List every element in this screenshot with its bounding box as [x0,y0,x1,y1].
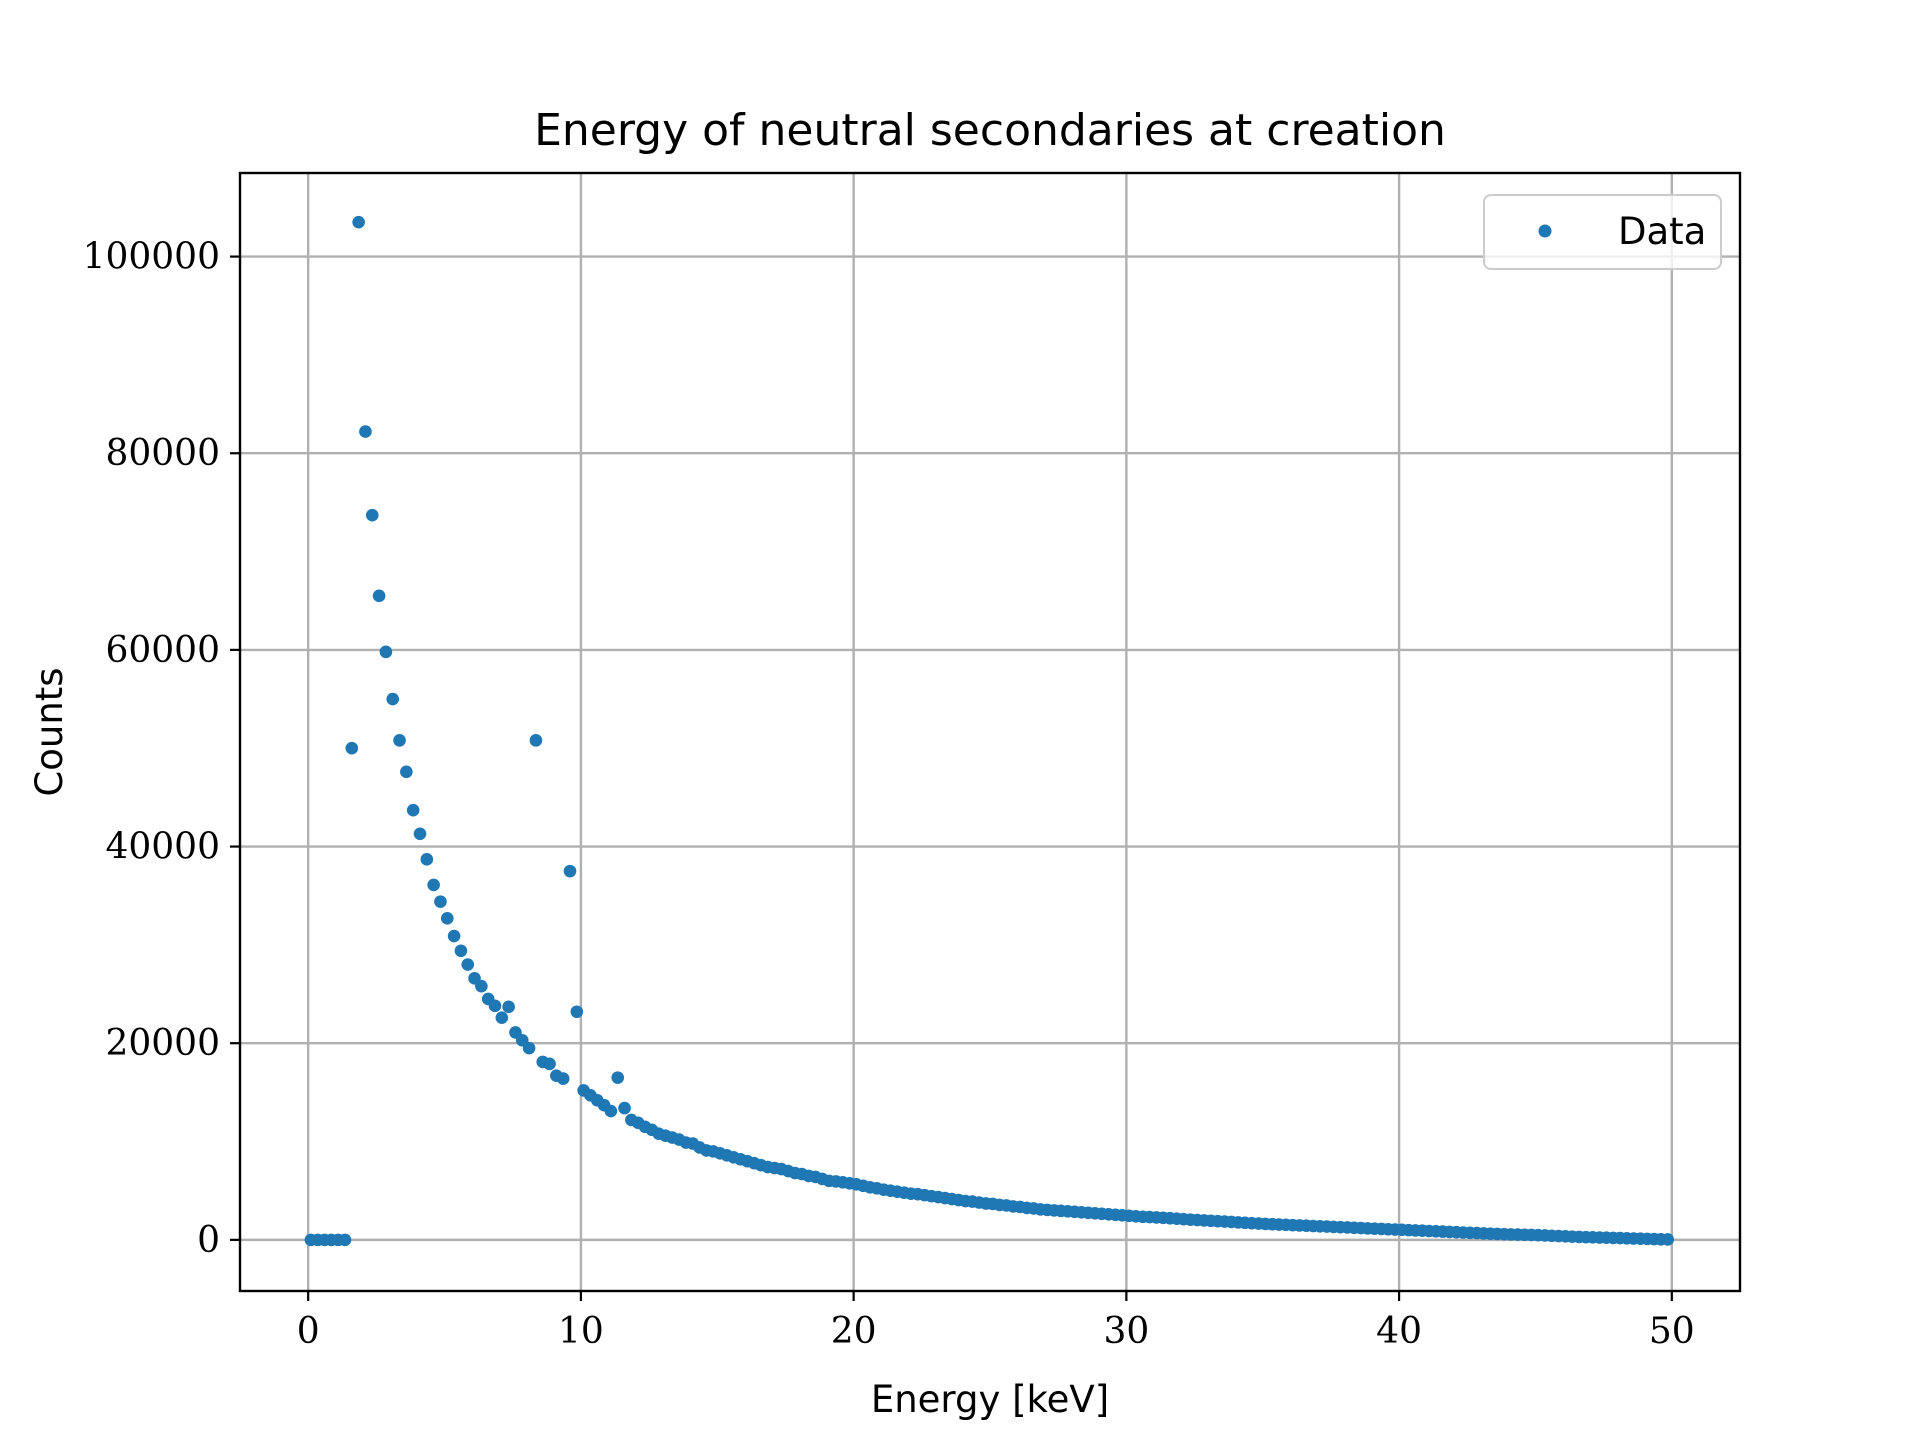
data-point [475,979,488,993]
x-tick-label: 40 [1376,1311,1422,1352]
data-points [304,215,1675,1247]
data-point [522,1041,536,1055]
data-point [406,803,420,817]
data-point [427,878,440,892]
data-point [611,1071,625,1084]
y-tick-label: 100000 [83,237,220,278]
legend-box [1483,194,1722,270]
data-point [1661,1233,1675,1246]
chart-title: Energy of neutral secondaries at creatio… [534,105,1446,156]
data-point [400,765,413,779]
data-point [488,999,502,1013]
data-point [434,895,447,908]
data-point [420,853,434,866]
grid [240,173,1740,1291]
data-point [529,734,543,747]
data-point [440,912,454,925]
data-point [338,1233,352,1247]
data-point [454,944,468,958]
data-point [372,589,386,603]
data-point [413,827,427,841]
data-point [502,1000,515,1014]
data-point [359,425,372,438]
y-tick-label: 20000 [105,1023,220,1064]
y-tick-label: 80000 [105,433,220,474]
data-point [556,1072,570,1085]
data-point [365,508,379,522]
y-axis-label: Counts [28,667,71,796]
data-point [352,215,365,229]
x-tick-label: 0 [297,1311,320,1352]
x-tick-label: 30 [1103,1311,1149,1352]
data-point [447,929,461,943]
data-point [379,645,393,659]
data-point [461,958,475,971]
data-point [604,1104,618,1118]
data-point [393,734,406,747]
legend-label-data: Data [1618,210,1706,253]
data-point [570,1005,584,1019]
data-point [563,864,577,878]
axis-ticks: 0 10 20 30 40 50 0 20000 40000 60000 80000 100000 [83,237,1695,1352]
data-point [543,1057,556,1071]
data-point [618,1101,631,1115]
y-tick-label: 0 [197,1220,220,1261]
legend-marker [1538,224,1552,238]
x-tick-label: 50 [1649,1311,1695,1352]
data-point [386,692,400,706]
plot-frame [238,171,1742,1293]
x-axis-label: Energy [keV] [871,1378,1109,1421]
y-tick-label: 60000 [105,630,220,671]
legend: Data [1483,194,1722,270]
data-point [495,1011,509,1024]
data-point [345,741,359,755]
x-tick-label: 20 [831,1311,877,1352]
x-tick-label: 10 [558,1311,604,1352]
y-tick-label: 40000 [105,827,220,868]
